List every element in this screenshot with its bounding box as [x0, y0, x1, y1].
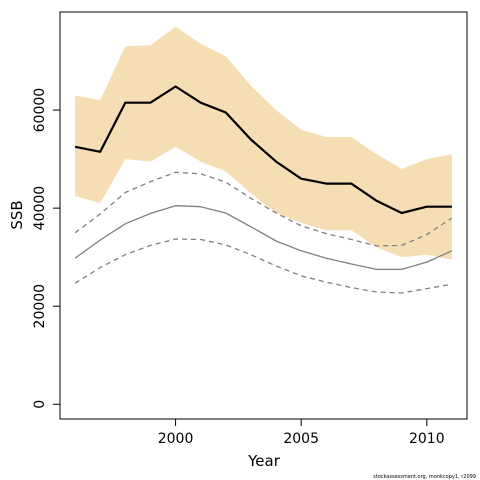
x-tick-label: 2005: [283, 431, 319, 447]
lower-dashed-line: [74, 238, 453, 294]
y-tick-label: 60000: [32, 88, 48, 133]
estimate-line: [74, 85, 452, 215]
reference-line: [74, 205, 453, 271]
plot-frame: [59, 11, 468, 420]
x-tick-label: 2010: [409, 431, 445, 447]
x-tick-label: 2000: [158, 431, 194, 447]
confidence-band-layer: [75, 26, 452, 260]
axes-layer: 2000 2005 2010 0 20000 40000 60000: [32, 88, 445, 447]
y-tick-label: 0: [32, 400, 48, 409]
y-axis-title: SSB: [8, 200, 26, 229]
series-lines-layer: [74, 85, 453, 294]
x-axis-title: Year: [247, 452, 281, 470]
credit-text: stockassessment.org, monkcopy1, r2099: [373, 474, 476, 480]
y-tick-label: 40000: [32, 186, 48, 231]
y-tick-label: 20000: [32, 284, 48, 329]
confidence-band: [75, 26, 452, 260]
